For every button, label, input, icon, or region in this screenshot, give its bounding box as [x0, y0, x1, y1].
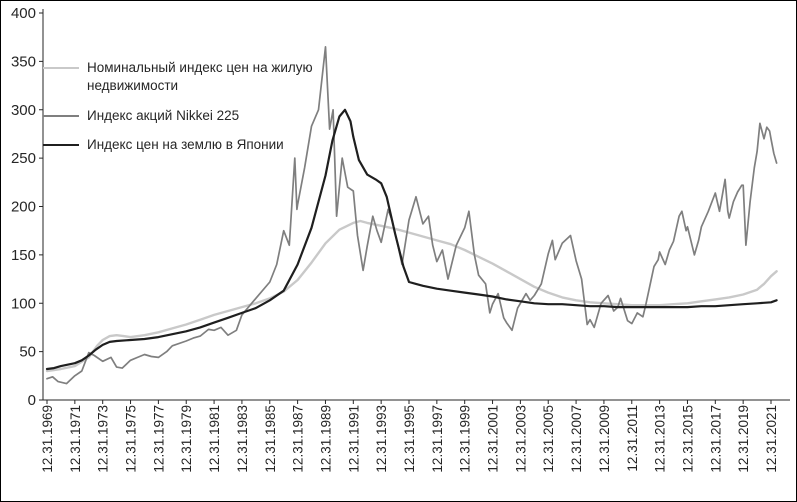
x-axis-tick-label: 12.31.2007 [569, 405, 584, 473]
y-axis-tick-label: 100 [11, 295, 36, 312]
y-axis-tick-label: 400 [11, 5, 36, 22]
x-axis-tick-label: 12.31.2021 [764, 405, 779, 473]
x-axis-tick-label: 12.31.1977 [151, 405, 166, 473]
housing-index-line-swatch [43, 67, 79, 69]
land-price-index-line-swatch [43, 144, 79, 147]
x-axis-tick-label: 12.31.1987 [291, 405, 306, 473]
x-axis-tick-label: 12.31.2001 [486, 405, 501, 473]
x-axis-tick-label: 12.31.2005 [541, 405, 556, 473]
y-axis-tick-label: 300 [11, 102, 36, 119]
series-line-1 [46, 46, 778, 385]
y-axis-tick-label: 350 [11, 53, 36, 70]
x-axis-tick-label: 12.31.2017 [708, 405, 723, 473]
y-axis-tick-label: 150 [11, 247, 36, 264]
x-axis-tick-label: 12.31.1975 [124, 405, 139, 473]
y-axis-tick-label: 200 [11, 199, 36, 216]
x-axis-tick-label: 12.31.1995 [402, 405, 417, 473]
x-axis-tick-label: 12.31.1985 [263, 405, 278, 473]
x-axis-tick-label: 12.31.2009 [597, 405, 612, 473]
x-axis-tick-label: 12.31.1983 [235, 405, 250, 473]
x-axis-tick-label: 12.31.1991 [346, 405, 361, 473]
x-axis-tick-label: 12.31.2003 [513, 405, 528, 473]
legend-label-nikkei-225: Индекс акций Nikkei 225 [87, 107, 240, 123]
legend: Номинальный индекс цен на жилую недвижим… [43, 59, 343, 154]
x-axis-tick-label: 12.31.1979 [179, 405, 194, 473]
y-axis-tick-label: 0 [28, 392, 36, 409]
x-axis-tick-label: 12.31.2019 [736, 405, 751, 473]
x-axis-tick-label: 12.31.2011 [625, 405, 640, 472]
legend-item-nikkei-225: Индекс акций Nikkei 225 [43, 107, 343, 125]
x-axis-tick-label: 12.31.1981 [207, 405, 222, 473]
legend-label-land-price-index: Индекс цен на землю в Японии [87, 137, 284, 153]
x-axis-tick-label: 12.31.1993 [374, 405, 389, 473]
legend-label-housing-index: Номинальный индекс цен на жилую недвижим… [87, 60, 313, 93]
x-axis-tick-label: 12.31.1969 [40, 405, 55, 473]
x-axis-tick-label: 12.31.1971 [68, 405, 83, 473]
nikkei-225-line-swatch [43, 114, 79, 117]
x-axis-tick-label: 12.31.1997 [430, 405, 445, 473]
y-axis-tick-label: 50 [19, 344, 36, 361]
y-axis-tick-label: 250 [11, 150, 36, 167]
legend-item-housing-index: Номинальный индекс цен на жилую недвижим… [43, 59, 343, 95]
x-axis-tick-label: 12.31.1999 [458, 405, 473, 473]
series-line-2 [45, 108, 778, 371]
legend-item-land-price-index: Индекс цен на землю в Японии [43, 136, 343, 154]
x-axis-tick-label: 12.31.1989 [318, 405, 333, 473]
series-line-0 [45, 219, 778, 373]
x-axis-tick-label: 12.31.1973 [96, 405, 111, 473]
x-axis-tick-label: 12.31.2015 [680, 405, 695, 473]
x-axis-tick-label: 12.31.2013 [653, 405, 668, 473]
